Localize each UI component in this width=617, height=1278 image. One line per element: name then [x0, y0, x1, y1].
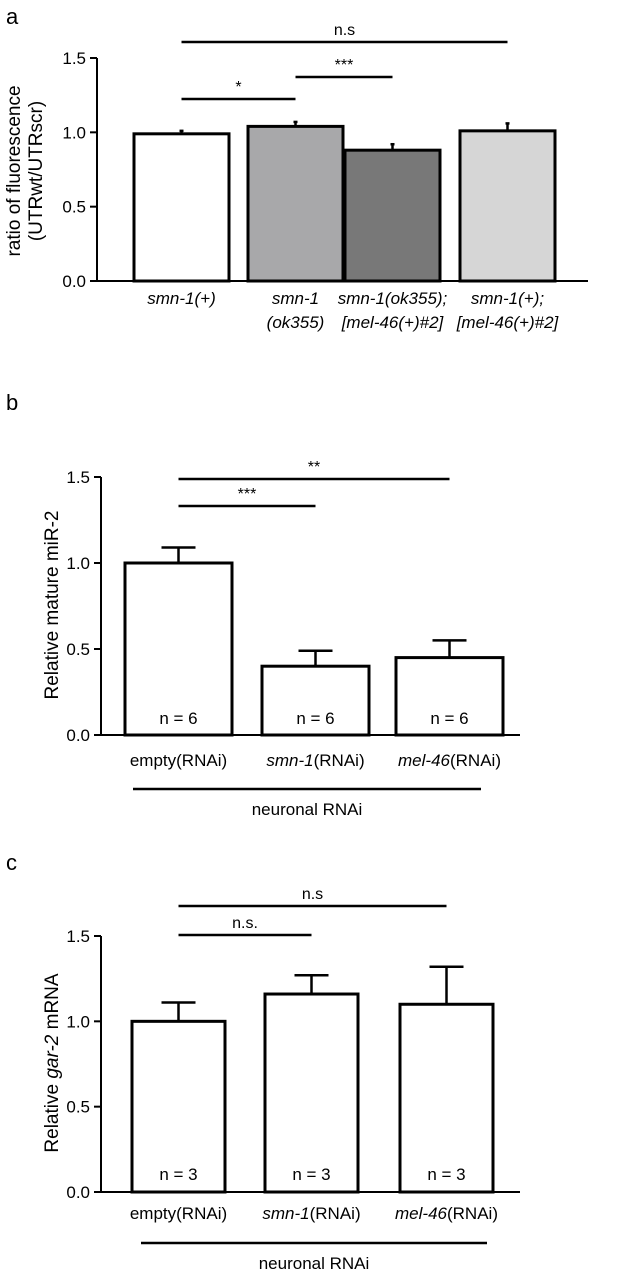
category-label: smn-1: [272, 289, 319, 308]
y-axis-label: (UTRwt/UTRscr): [26, 101, 47, 241]
y-tick-label: 0.5: [66, 1098, 90, 1117]
n-label: n = 3: [427, 1165, 465, 1184]
n-label: n = 6: [159, 709, 197, 728]
significance-label: n.s.: [232, 915, 258, 932]
y-tick-label: 1.0: [62, 123, 86, 142]
y-axis-label: ratio of fluorescence: [4, 85, 25, 256]
bar: [394, 656, 505, 737]
bar: [132, 132, 231, 283]
category-label: [mel-46(+)#2]: [456, 313, 560, 332]
y-tick-label: 1.5: [62, 49, 86, 68]
n-label: n = 3: [292, 1165, 330, 1184]
category-label: mel-46(RNAi): [395, 1204, 498, 1223]
bar: [263, 992, 360, 1194]
y-tick-label: 0.5: [62, 198, 86, 217]
category-label: empty(RNAi): [130, 751, 227, 770]
panel-b: b 0.0 0.5 1.0 1.5 Relative mature miR-2 n = 6…: [6, 390, 520, 819]
category-label: empty(RNAi): [130, 1204, 227, 1223]
significance-label: ***: [335, 57, 354, 74]
y-tick-label: 1.0: [66, 554, 90, 573]
y-tick-label: 1.5: [66, 927, 90, 946]
category-label: mel-46(RNAi): [398, 751, 501, 770]
panel-a: a 0.0 0.5 1.0 1.5 ratio of fluorescence (UTRw…: [4, 4, 588, 332]
y-axis-label: Relative gar-2 mRNA: [42, 973, 63, 1152]
panel-c: c 0.0 0.5 1.0 1.5 Relative gar-2 mRNA n = 3 em…: [6, 850, 520, 1273]
category-label: smn-1(RNAi): [266, 751, 364, 770]
panel-letter-a: a: [6, 4, 19, 29]
y-tick-label: 1.0: [66, 1012, 90, 1031]
category-label: (ok355): [267, 313, 325, 332]
y-tick-label: 0.5: [66, 640, 90, 659]
n-label: n = 6: [430, 709, 468, 728]
bar: [343, 148, 442, 283]
bar: [130, 1019, 227, 1194]
bar: [123, 561, 234, 737]
y-tick-label: 1.5: [66, 468, 90, 487]
significance-label: n.s: [334, 22, 355, 39]
bar: [458, 129, 557, 283]
category-label: [mel-46(+)#2]: [341, 313, 445, 332]
bar: [398, 1002, 495, 1194]
n-label: n = 3: [159, 1165, 197, 1184]
panel-letter-b: b: [6, 390, 18, 415]
category-label: smn-1(ok355);: [338, 289, 448, 308]
panel-letter-c: c: [6, 850, 17, 875]
significance-label: **: [308, 459, 320, 476]
n-label: n = 6: [296, 709, 334, 728]
category-label: smn-1(+);: [471, 289, 544, 308]
significance-label: ***: [238, 486, 257, 503]
bar: [260, 664, 371, 737]
category-label: smn-1(+): [147, 289, 215, 308]
y-tick-label: 0.0: [66, 1183, 90, 1202]
y-tick-label: 0.0: [66, 726, 90, 745]
footer-label: neuronal RNAi: [252, 800, 363, 819]
footer-label: neuronal RNAi: [259, 1254, 370, 1273]
y-axis-label: Relative mature miR-2: [42, 511, 63, 700]
significance-label: *: [235, 79, 241, 96]
bar: [246, 124, 345, 283]
y-tick-label: 0.0: [62, 272, 86, 291]
category-label: smn-1(RNAi): [262, 1204, 360, 1223]
significance-label: n.s: [302, 886, 323, 903]
